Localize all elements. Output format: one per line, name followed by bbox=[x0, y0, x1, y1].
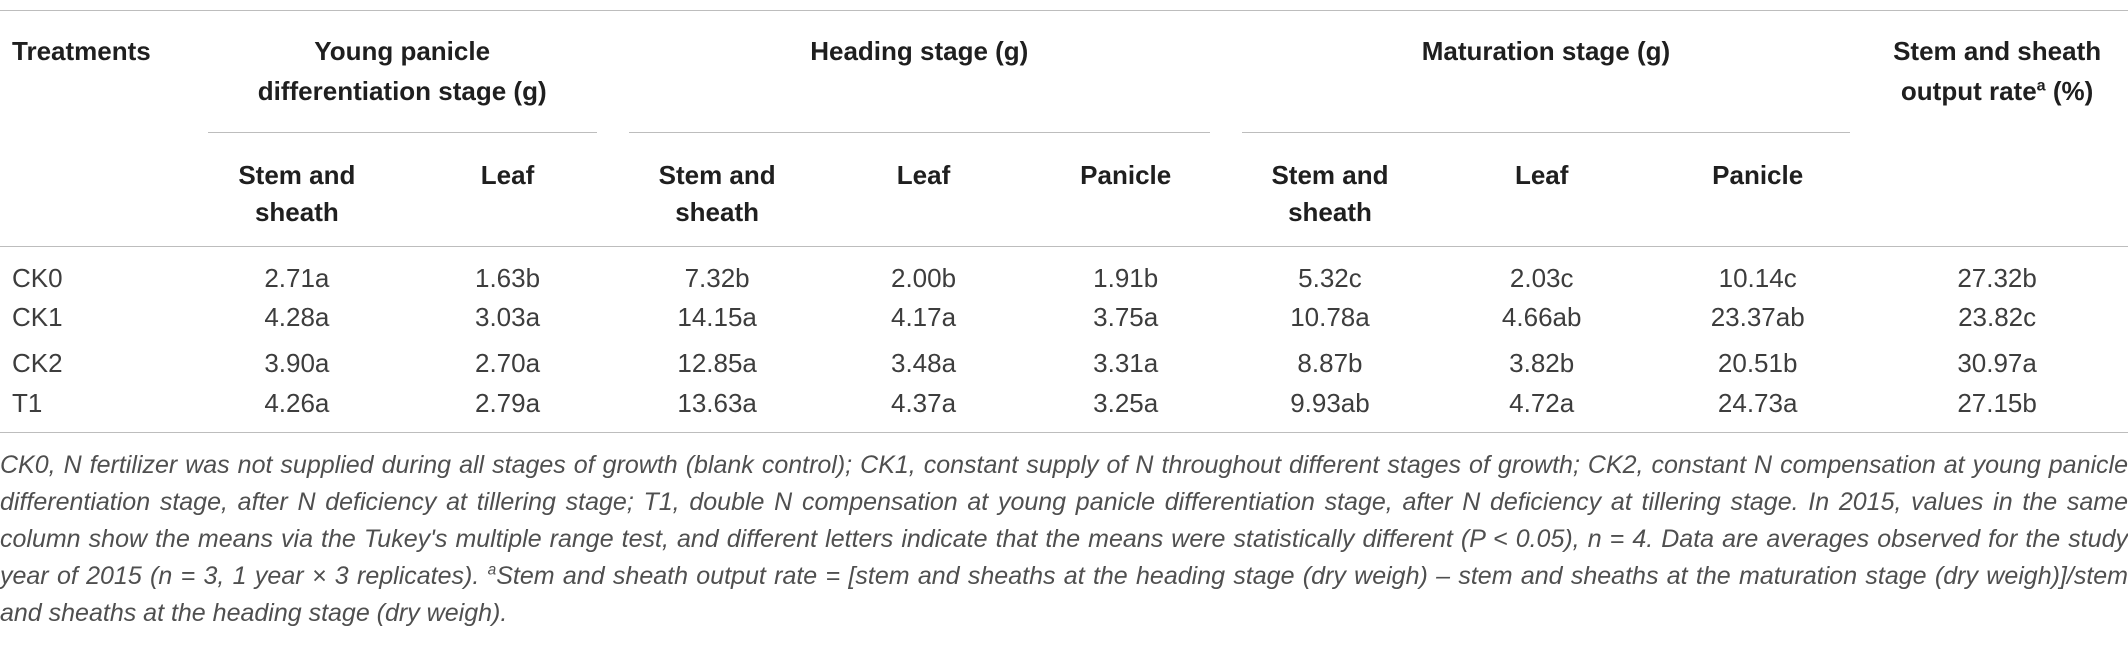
subheader-label: Panicle bbox=[1080, 159, 1172, 190]
subheader-m-stem-and-sheath: Stem and sheath bbox=[1225, 132, 1435, 247]
group-header-label: Maturation stage (g) bbox=[1421, 36, 1671, 66]
subheader-h-panicle: Panicle bbox=[1025, 132, 1226, 247]
table-cell: 30.97a bbox=[1957, 347, 2037, 378]
table-cell: 4.37a bbox=[821, 386, 1026, 433]
table-row: T1 4.26a 2.79a 13.63a 4.37a 3.25a 9.93ab… bbox=[0, 386, 2128, 433]
subheader-label: Panicle bbox=[1712, 159, 1804, 190]
table-cell: 2.70a bbox=[474, 347, 541, 378]
table-cell: 24.73a bbox=[1649, 386, 1867, 433]
subheader-m-leaf: Leaf bbox=[1434, 132, 1650, 247]
table-cell: 13.63a bbox=[612, 386, 822, 433]
table-cell: 10.78a bbox=[1290, 301, 1370, 332]
row-label: CK0 bbox=[12, 263, 63, 293]
subheader-h-leaf: Leaf bbox=[821, 132, 1026, 247]
table-cell: 1.63b bbox=[474, 263, 541, 293]
results-table-container: Treatments Young panicle differentiation… bbox=[0, 10, 2128, 632]
row-label: CK2 bbox=[12, 347, 63, 378]
table-cell: 14.15a bbox=[677, 301, 757, 332]
group-header-young-panicle-stage: Young panicle differentiation stage (g) bbox=[192, 11, 613, 133]
subheader-yp-stem-and-sheath: Stem and sheath bbox=[191, 132, 403, 247]
table-cell: 3.82b bbox=[1509, 347, 1575, 378]
table-body: CK0 2.71a 1.63b 7.32b 2.00b 1.91b 5.32c … bbox=[0, 247, 2128, 433]
table-cell: 2.00b bbox=[890, 263, 957, 293]
table-cell: 3.75a bbox=[1093, 301, 1159, 332]
table-cell: 12.85a bbox=[677, 347, 757, 378]
row-label: CK1 bbox=[12, 301, 63, 332]
table-cell: 23.82c bbox=[1958, 301, 2037, 332]
sub-header-row: Stem and sheath Leaf Stem and sheath Lea… bbox=[0, 132, 2128, 247]
table-cell: 1.91b bbox=[1093, 263, 1159, 293]
table-cell: 2.03c bbox=[1509, 263, 1574, 293]
table-cell: 4.28a bbox=[264, 301, 330, 332]
table-header: Treatments Young panicle differentiation… bbox=[0, 10, 2128, 247]
table-cell: 23.37ab bbox=[1710, 301, 1805, 332]
table-cell: 9.93ab bbox=[1225, 386, 1435, 433]
table-cell: 3.31a bbox=[1093, 347, 1159, 378]
table-row: CK0 2.71a 1.63b 7.32b 2.00b 1.91b 5.32c … bbox=[0, 247, 2128, 295]
results-table: Treatments Young panicle differentiation… bbox=[0, 10, 2128, 433]
table-cell: 3.48a bbox=[890, 347, 957, 378]
table-cell: 10.14c bbox=[1718, 263, 1797, 293]
table-cell: 4.26a bbox=[191, 386, 403, 433]
table-cell: 2.71a bbox=[264, 263, 330, 293]
subheader-label: Leaf bbox=[896, 159, 951, 190]
subheader-h-stem-and-sheath: Stem and sheath bbox=[612, 132, 822, 247]
subheader-label: Leaf bbox=[1514, 159, 1569, 190]
table-cell: 27.15b bbox=[1866, 386, 2128, 433]
table-cell: 5.32c bbox=[1298, 263, 1362, 293]
table-cell: 4.72a bbox=[1434, 386, 1650, 433]
footnote-text: Stem and sheath output rate = [stem and … bbox=[0, 561, 2128, 627]
footnote-marker-a: a bbox=[487, 561, 497, 579]
group-header-heading-stage: Heading stage (g) bbox=[613, 11, 1226, 133]
subheader-m-panicle: Panicle bbox=[1649, 132, 1867, 247]
group-header-label: Heading stage (g) bbox=[810, 36, 1029, 66]
column-header-output-rate-label: Stem and sheath output ratea (%) bbox=[1893, 36, 2102, 107]
table-row: CK2 3.90a 2.70a 12.85a 3.48a 3.31a 8.87b… bbox=[0, 340, 2128, 386]
table-cell: 8.87b bbox=[1297, 347, 1363, 378]
subheader-label: Stem and sheath bbox=[658, 159, 776, 228]
footnote-marker-a: a bbox=[2036, 76, 2046, 95]
subheader-yp-leaf: Leaf bbox=[402, 132, 613, 247]
row-label: T1 bbox=[0, 386, 192, 433]
subheader-label: Stem and sheath bbox=[1271, 159, 1389, 228]
group-header-maturation-stage: Maturation stage (g) bbox=[1226, 11, 1867, 133]
table-cell: 2.79a bbox=[402, 386, 613, 433]
table-cell: 3.25a bbox=[1025, 386, 1226, 433]
table-row: CK1 4.28a 3.03a 14.15a 4.17a 3.75a 10.78… bbox=[0, 294, 2128, 340]
group-header-row: Treatments Young panicle differentiation… bbox=[0, 10, 2128, 247]
table-cell: 7.32b bbox=[684, 263, 750, 293]
table-cell: 3.90a bbox=[264, 347, 330, 378]
table-cell: 4.17a bbox=[890, 301, 957, 332]
footnote-text: CK0, N fertilizer was not supplied durin… bbox=[0, 450, 2128, 590]
table-cell: 20.51b bbox=[1717, 347, 1798, 378]
table-cell: 4.66ab bbox=[1501, 301, 1582, 332]
subheader-label: Stem and sheath bbox=[238, 159, 356, 228]
table-cell: 3.03a bbox=[474, 301, 541, 332]
group-header-label: Young panicle differentiation stage (g) bbox=[257, 36, 547, 107]
column-header-output-rate: Stem and sheath output ratea (%) bbox=[1866, 10, 2128, 247]
table-footnote: CK0, N fertilizer was not supplied durin… bbox=[0, 447, 2128, 632]
table-cell: 27.32b bbox=[1957, 263, 2037, 293]
subheader-label: Leaf bbox=[480, 159, 535, 190]
column-header-treatments: Treatments bbox=[0, 10, 192, 247]
